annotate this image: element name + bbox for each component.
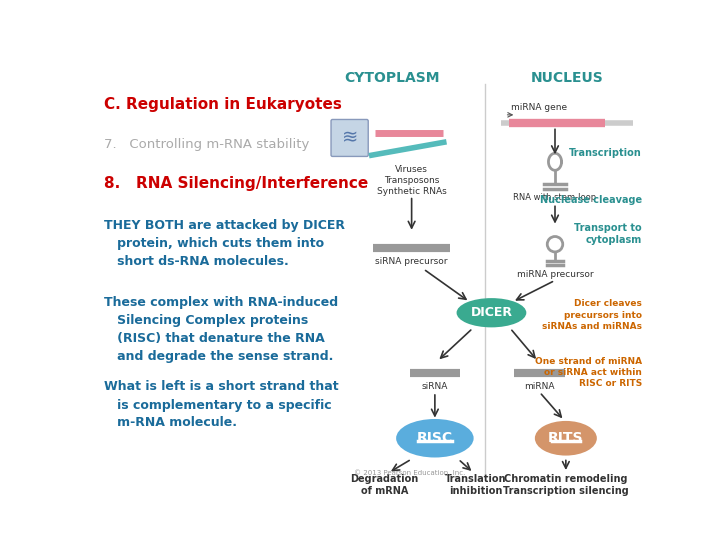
Text: Dicer cleaves
precursors into
siRNAs and miRNAs: Dicer cleaves precursors into siRNAs and… bbox=[542, 300, 642, 330]
Text: 7.   Controlling m-RNA stability: 7. Controlling m-RNA stability bbox=[104, 138, 310, 151]
Text: Transport to
cytoplasm: Transport to cytoplasm bbox=[574, 224, 642, 245]
Text: miRNA: miRNA bbox=[524, 382, 554, 391]
Text: These complex with RNA-induced
   Silencing Complex proteins
   (RISC) that dena: These complex with RNA-induced Silencing… bbox=[104, 296, 338, 363]
Text: ≋: ≋ bbox=[341, 129, 358, 147]
Text: RNA with stem-loop: RNA with stem-loop bbox=[513, 193, 597, 202]
Text: miRNA precursor: miRNA precursor bbox=[517, 269, 593, 279]
FancyBboxPatch shape bbox=[331, 119, 368, 157]
Text: RISC: RISC bbox=[417, 431, 453, 446]
Text: 8.   RNA Silencing/Interference: 8. RNA Silencing/Interference bbox=[104, 177, 368, 192]
Text: Degradation
of mRNA: Degradation of mRNA bbox=[351, 475, 418, 496]
Text: DICER: DICER bbox=[470, 306, 513, 319]
Text: What is left is a short strand that
   is complementary to a specific
   m-RNA m: What is left is a short strand that is c… bbox=[104, 381, 338, 429]
Text: siRNA: siRNA bbox=[422, 382, 448, 391]
Text: Chromatin remodeling
Transcription silencing: Chromatin remodeling Transcription silen… bbox=[503, 475, 629, 496]
Text: © 2013 Pearson Education, Inc.: © 2013 Pearson Education, Inc. bbox=[354, 469, 465, 476]
Text: Transcription: Transcription bbox=[569, 148, 642, 158]
Text: One strand of miRNA
or siRNA act within
RISC or RITS: One strand of miRNA or siRNA act within … bbox=[535, 357, 642, 388]
Text: miRNA gene: miRNA gene bbox=[511, 103, 567, 112]
Ellipse shape bbox=[456, 298, 526, 327]
Text: siRNA precursor: siRNA precursor bbox=[375, 257, 448, 266]
Text: Nuclease cleavage: Nuclease cleavage bbox=[540, 194, 642, 205]
Text: Translation
inhibition: Translation inhibition bbox=[445, 475, 507, 496]
Text: THEY BOTH are attacked by DICER
   protein, which cuts them into
   short ds-RNA: THEY BOTH are attacked by DICER protein,… bbox=[104, 219, 345, 268]
Ellipse shape bbox=[396, 419, 474, 457]
Text: Viruses
Transposons
Synthetic RNAs: Viruses Transposons Synthetic RNAs bbox=[377, 165, 446, 196]
Text: RITS: RITS bbox=[548, 431, 584, 446]
Ellipse shape bbox=[535, 421, 597, 456]
Text: CYTOPLASM: CYTOPLASM bbox=[344, 71, 440, 85]
Text: NUCLEUS: NUCLEUS bbox=[530, 71, 603, 85]
Text: C. Regulation in Eukaryotes: C. Regulation in Eukaryotes bbox=[104, 97, 342, 112]
